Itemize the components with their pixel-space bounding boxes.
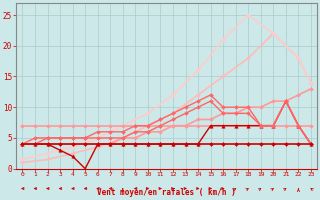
X-axis label: Vent moyen/en rafales ( km/h ): Vent moyen/en rafales ( km/h ): [97, 188, 236, 197]
